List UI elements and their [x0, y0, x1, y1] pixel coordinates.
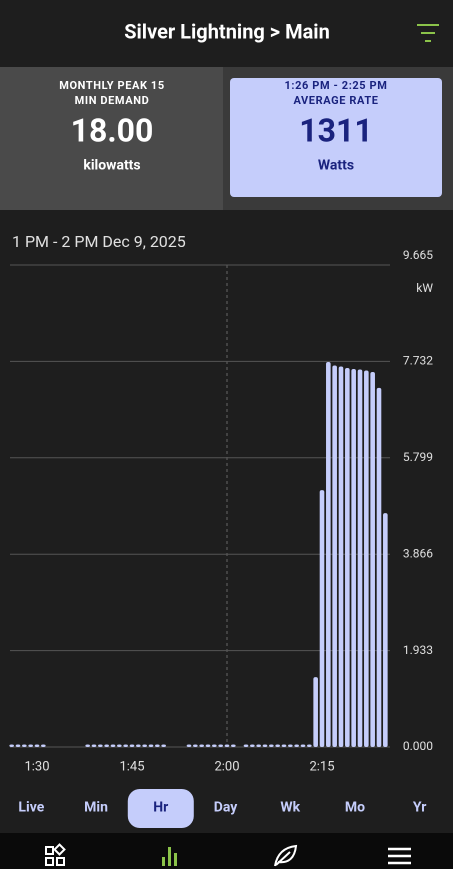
bar — [161, 744, 166, 747]
bar — [300, 744, 306, 747]
bar — [28, 744, 33, 747]
card-value: 1311 — [299, 111, 372, 149]
x-tick-label: 1:30 — [24, 759, 49, 774]
peak-card[interactable] — [0, 67, 223, 210]
y-tick-label: 5.799 — [403, 450, 433, 464]
bar — [256, 744, 261, 747]
bar — [243, 744, 249, 747]
bar — [338, 366, 344, 747]
bar — [231, 744, 236, 747]
bar — [22, 744, 27, 747]
y-tick-label: 3.866 — [403, 546, 433, 560]
x-tick-label: 1:45 — [119, 759, 144, 774]
bar — [85, 744, 90, 747]
tab[interactable]: Mo — [345, 800, 365, 816]
bar — [281, 744, 287, 747]
bar — [193, 744, 198, 747]
bar — [313, 677, 318, 747]
card-caption: AVERAGE RATE — [293, 94, 378, 107]
bar — [212, 744, 217, 747]
y-axis-label: kW — [416, 281, 433, 295]
y-tick-label: 9.665 — [403, 248, 433, 262]
filter-icon[interactable] — [417, 24, 439, 42]
leaf-icon[interactable] — [274, 844, 298, 867]
tab[interactable]: Day — [214, 800, 238, 816]
bar — [104, 744, 109, 747]
bar — [155, 744, 160, 747]
bar — [110, 744, 116, 747]
tab[interactable]: Min — [84, 800, 108, 816]
chart-title: 1 PM - 2 PM Dec 9, 2025 — [12, 232, 186, 251]
bar — [294, 744, 299, 747]
bar — [288, 744, 293, 747]
bar — [148, 744, 154, 747]
bar — [98, 744, 103, 747]
bar — [326, 361, 331, 747]
bar — [307, 744, 312, 747]
bar — [34, 744, 40, 747]
card-value: 18.00 — [71, 111, 154, 149]
y-tick-label: 1.933 — [403, 643, 433, 657]
bar — [269, 744, 274, 747]
bar — [351, 368, 356, 747]
bar — [357, 369, 363, 747]
bottom-nav — [0, 833, 453, 869]
tab[interactable]: Hr — [153, 800, 168, 816]
bar — [250, 744, 255, 747]
card-caption: MONTHLY PEAK 15 — [59, 79, 165, 92]
bar — [332, 365, 337, 747]
page-title: Silver Lightning > Main — [124, 19, 330, 43]
bar — [218, 744, 223, 747]
bar — [376, 387, 382, 747]
bar — [41, 744, 46, 747]
bar — [136, 744, 141, 747]
bar — [142, 744, 147, 747]
y-tick-label: 7.732 — [403, 354, 433, 368]
card-unit: kilowatts — [83, 158, 140, 174]
bar — [262, 744, 268, 747]
app-bar — [0, 0, 453, 67]
bar — [364, 370, 369, 747]
bar — [15, 744, 21, 747]
bar — [129, 744, 135, 747]
bar — [117, 744, 122, 747]
card-caption: MIN DEMAND — [75, 94, 150, 107]
chart-icon[interactable] — [162, 847, 177, 866]
bar — [224, 744, 230, 747]
card-unit: Watts — [318, 158, 354, 174]
bar — [370, 371, 375, 747]
bar — [383, 513, 388, 747]
menu-icon[interactable] — [388, 847, 411, 865]
dashboard-icon[interactable] — [45, 843, 66, 866]
tab[interactable]: Wk — [280, 800, 300, 816]
bar — [319, 490, 325, 747]
bar — [9, 744, 14, 747]
tab[interactable]: Live — [18, 800, 44, 816]
bar — [205, 744, 211, 747]
bar — [199, 744, 204, 747]
x-tick-label: 2:15 — [309, 759, 334, 774]
bar — [345, 367, 350, 747]
rate-card[interactable] — [230, 78, 442, 197]
y-tick-label: 0.000 — [403, 739, 433, 753]
tab[interactable]: Yr — [413, 800, 427, 816]
card-caption: 1:26 PM - 2:25 PM — [285, 79, 388, 92]
tab-selected-bg — [127, 789, 194, 828]
bar — [123, 744, 128, 747]
bar — [275, 744, 280, 747]
x-tick-label: 2:00 — [214, 759, 239, 774]
bar — [91, 744, 97, 747]
bar — [186, 744, 192, 747]
